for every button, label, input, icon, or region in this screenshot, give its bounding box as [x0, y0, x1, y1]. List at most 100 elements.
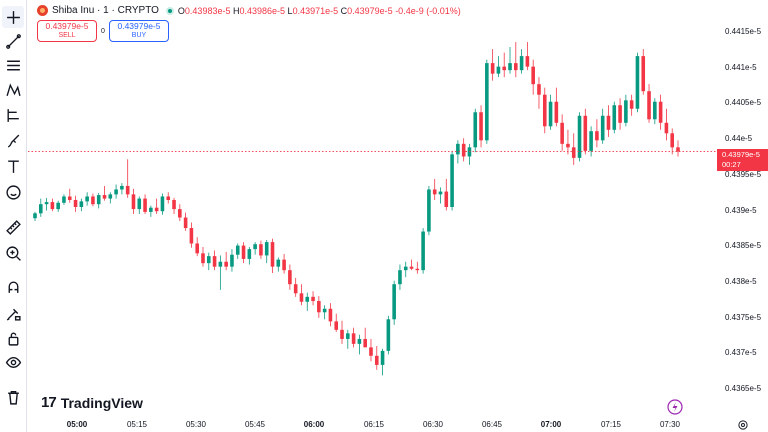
candle-body: [635, 56, 640, 109]
candle: [79, 198, 84, 212]
candle: [612, 101, 617, 134]
candle: [131, 188, 136, 215]
candle: [293, 277, 298, 297]
eye-icon[interactable]: [2, 351, 24, 373]
candle: [618, 98, 622, 130]
change-value: -0.4e-9 (-0.01%): [395, 5, 461, 16]
lock-drawing-icon[interactable]: [2, 302, 24, 324]
candle-body: [485, 63, 489, 141]
candle-body: [264, 242, 269, 256]
candle: [33, 211, 37, 222]
candle: [403, 261, 408, 278]
time-scale[interactable]: 05:00 05:15 05:30 05:45 06:00 06:15 06:3…: [28, 416, 718, 432]
magnet-icon[interactable]: [2, 276, 24, 298]
candle-body: [235, 245, 240, 255]
candle: [38, 198, 43, 217]
candle-body: [340, 329, 344, 339]
symbol-name[interactable]: Shiba Inu · 1 · CRYPTO: [52, 5, 159, 16]
candle-body: [577, 115, 582, 158]
text-icon[interactable]: [2, 155, 24, 177]
candle-body: [270, 242, 275, 267]
candle: [508, 46, 512, 74]
candle: [253, 242, 257, 255]
ruler-icon[interactable]: [2, 216, 24, 238]
candle: [264, 239, 269, 264]
candle: [305, 292, 310, 311]
candle: [114, 184, 118, 199]
candle-body: [473, 112, 478, 148]
candle: [351, 327, 356, 348]
price-tick: 0.4405e-5: [725, 98, 762, 107]
candle-body: [380, 350, 385, 365]
price-scale[interactable]: 0.4415e-5 0.441e-5 0.4405e-5 0.44e-5 0.4…: [717, 0, 768, 432]
trash-icon[interactable]: [2, 386, 24, 408]
candle: [432, 178, 437, 200]
projection-icon[interactable]: [2, 104, 24, 126]
candle: [299, 284, 304, 306]
price-tick: 0.4395e-5: [725, 170, 762, 179]
tradingview-logo-text: TradingView: [60, 394, 143, 411]
candle-body: [450, 154, 454, 207]
candle-body: [259, 244, 263, 256]
candle: [635, 52, 640, 113]
candle: [346, 329, 350, 349]
candle-body: [369, 347, 373, 356]
candle-body: [293, 284, 298, 294]
open-value: 0.43983e-5: [184, 5, 231, 16]
price-tick: 0.4385e-5: [725, 241, 762, 250]
candle: [676, 140, 680, 157]
candle-body: [178, 209, 182, 218]
candle-body: [525, 56, 530, 67]
candle-body: [514, 63, 518, 71]
candle-body: [571, 147, 576, 158]
sell-button[interactable]: 0.43979e-5 SELL: [37, 20, 97, 42]
candle-body: [432, 189, 437, 195]
close-value: 0.43979e-5: [347, 5, 393, 16]
candle: [537, 77, 541, 109]
candle-body: [554, 101, 559, 123]
time-tick: 06:15: [363, 420, 385, 429]
candle-body: [230, 254, 234, 267]
candle: [189, 222, 194, 248]
candle-body: [461, 143, 466, 157]
candle-body: [189, 228, 194, 244]
candle-body: [143, 198, 147, 212]
candle: [519, 49, 524, 74]
candle-body: [676, 147, 680, 152]
candle-body: [548, 101, 553, 127]
candle-body: [79, 201, 84, 207]
lightning-icon[interactable]: [667, 399, 683, 415]
candle-body: [38, 204, 43, 214]
candle: [160, 193, 165, 215]
candle: [270, 238, 275, 273]
fib-icon[interactable]: [2, 54, 24, 76]
candle: [467, 143, 472, 165]
candle: [369, 338, 373, 362]
candle: [259, 240, 263, 259]
candle-body: [363, 338, 367, 348]
candle-body: [160, 196, 165, 212]
candle: [398, 264, 402, 290]
pattern-icon[interactable]: [2, 79, 24, 101]
zoom-in-icon[interactable]: [2, 242, 24, 264]
candle: [67, 188, 72, 203]
candle: [595, 119, 599, 148]
candle-body: [33, 213, 37, 219]
candle-body: [595, 131, 599, 141]
emoji-icon[interactable]: [2, 181, 24, 203]
buy-button[interactable]: 0.43979e-5 BUY: [109, 20, 169, 42]
candle-body: [276, 259, 281, 267]
crosshair-icon[interactable]: [2, 6, 24, 28]
candle-body: [311, 296, 315, 302]
candle: [531, 59, 535, 95]
lock-icon[interactable]: [2, 327, 24, 349]
candle-body: [537, 84, 541, 95]
settings-gear-icon[interactable]: [737, 419, 749, 431]
tradingview-logo[interactable]: 17 TradingView: [41, 394, 143, 411]
candle: [629, 94, 634, 116]
brush-icon[interactable]: [2, 130, 24, 152]
trendline-icon[interactable]: [2, 30, 24, 52]
time-tick: 06:45: [481, 420, 503, 429]
ohlc-values: O0.43983e-5 H0.43986e-5 L0.43971e-5 C0.4…: [177, 5, 461, 16]
